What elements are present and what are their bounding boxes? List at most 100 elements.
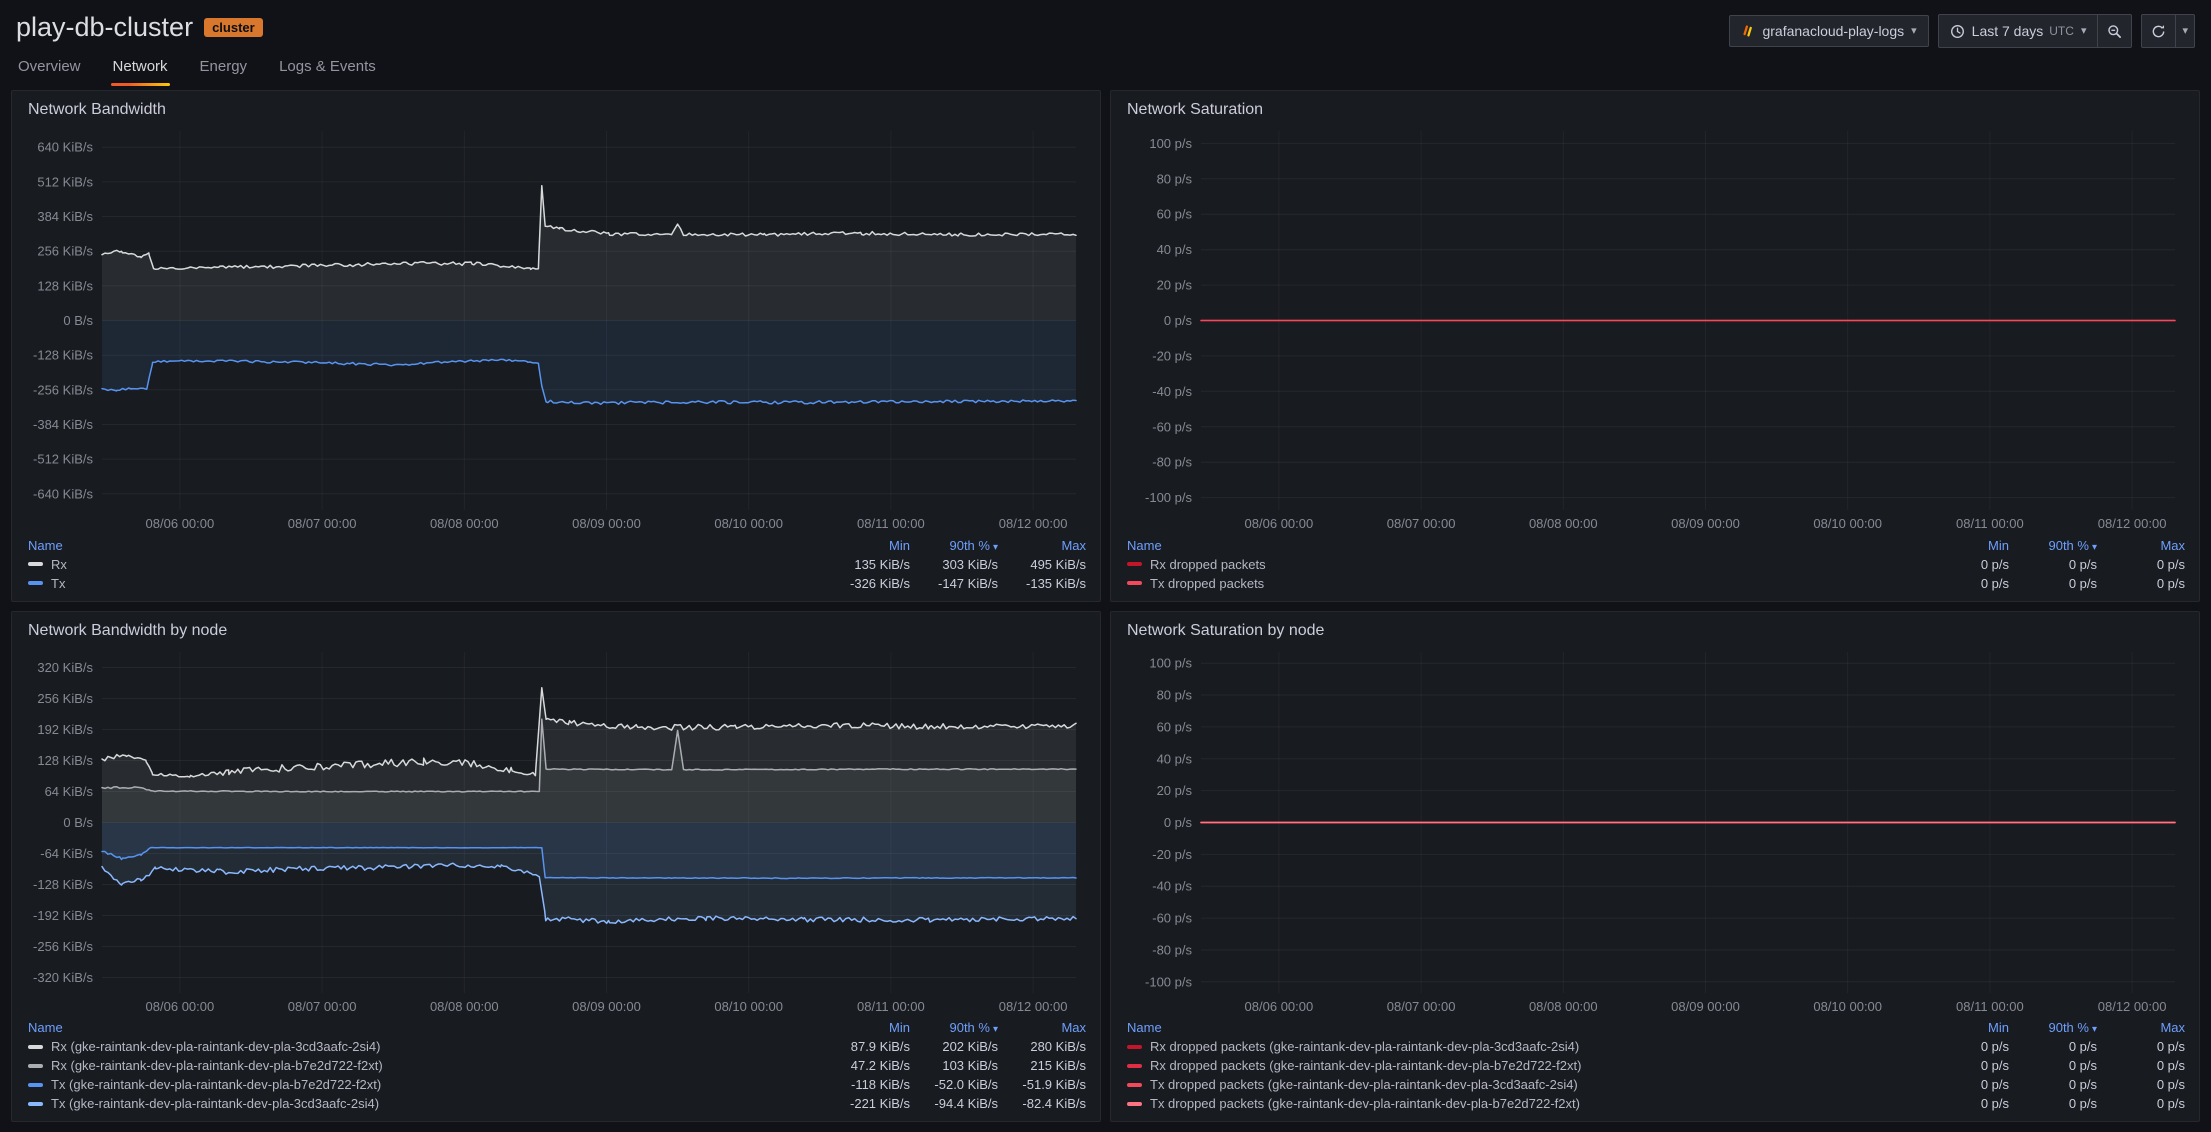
legend-header-col[interactable]: Min (889, 1020, 910, 1035)
legend-series-label[interactable]: Rx (28, 557, 822, 572)
svg-text:128 KiB/s: 128 KiB/s (37, 753, 93, 768)
zoom-out-icon (2107, 24, 2122, 39)
legend-header-col[interactable]: Max (2160, 537, 2185, 553)
chart-canvas[interactable]: 640 KiB/s 512 KiB/s 384 KiB/s 256 KiB/s 128 … (22, 123, 1090, 534)
dashboard-toolbar: grafanacloud-play-logs ▾ Last 7 days UTC… (1729, 14, 2195, 48)
dashboard-tabs: Overview Network Energy Logs & Events (0, 46, 2211, 86)
series-name: Tx (51, 575, 66, 591)
legend-header-col[interactable]: Min (889, 537, 910, 553)
svg-text:-64 KiB/s: -64 KiB/s (40, 846, 93, 861)
series-name: Tx (gke-raintank-dev-pla-raintank-dev-pl… (51, 1096, 380, 1111)
series-name: Rx (51, 556, 67, 572)
legend-header: Name Min 90th % ▾ Max (28, 1018, 1086, 1037)
legend-series-label[interactable]: Tx dropped packets (gke-raintank-dev-pla… (1127, 1077, 1921, 1092)
legend-series-label[interactable]: Tx dropped packets (gke-raintank-dev-pla… (1127, 1096, 1921, 1111)
chart-canvas[interactable]: 320 KiB/s 256 KiB/s 192 KiB/s 128 KiB/s 64 K… (22, 644, 1090, 1017)
legend-header-col[interactable]: 90th % ▾ (2048, 1020, 2097, 1035)
refresh-interval-dropdown[interactable]: ▾ (2175, 15, 2194, 47)
x-axis-labels: 08/06 00:00 08/07 00:00 08/08 00:00 08/09 0… (1245, 516, 2167, 531)
datasource-picker[interactable]: grafanacloud-play-logs ▾ (1729, 15, 1929, 47)
svg-text:-384 KiB/s: -384 KiB/s (33, 417, 93, 432)
chart-canvas[interactable]: 100 p/s 80 p/s 60 p/s 40 p/s 20 p/s 0 p/s -20 … (1121, 644, 2189, 1017)
legend-header-name[interactable]: Name (1127, 537, 1162, 553)
svg-text:08/11 00:00: 08/11 00:00 (857, 999, 925, 1014)
tab-energy[interactable]: Energy (199, 58, 248, 75)
svg-text:0 p/s: 0 p/s (1164, 313, 1193, 328)
chart-canvas[interactable]: 100 p/s 80 p/s 60 p/s 40 p/s 20 p/s 0 p/s -20 … (1121, 123, 2189, 534)
panel-network-saturation-by-node: Network Saturation by node 100 p/s 80 p/s… (1110, 610, 2200, 1122)
svg-text:-40 p/s: -40 p/s (1152, 384, 1192, 399)
legend-row: Tx dropped packets (gke-raintank-dev-pla… (1127, 1075, 2185, 1094)
series-name: Rx (gke-raintank-dev-pla-raintank-dev-pl… (51, 1058, 383, 1073)
legend-header-col[interactable]: 90th % ▾ (949, 1020, 998, 1035)
legend-series-label[interactable]: Tx (gke-raintank-dev-pla-raintank-dev-pl… (28, 1096, 822, 1111)
legend-header-col[interactable]: Max (1061, 1020, 1086, 1035)
legend-row: Rx dropped packets (gke-raintank-dev-pla… (1127, 1056, 2185, 1075)
zoom-out-button[interactable] (2097, 15, 2131, 47)
legend-header-col[interactable]: Max (1061, 537, 1086, 553)
legend-value: -82.4 KiB/s (1022, 1096, 1086, 1111)
legend-header-name[interactable]: Name (1127, 1020, 1162, 1035)
loki-logo-icon (1741, 24, 1755, 38)
svg-text:08/12 00:00: 08/12 00:00 (2098, 999, 2167, 1014)
legend-value: 0 p/s (2068, 1096, 2097, 1111)
svg-text:320 KiB/s: 320 KiB/s (37, 660, 93, 675)
legend-series-label[interactable]: Rx dropped packets (1127, 557, 1921, 572)
time-range-picker[interactable]: Last 7 days UTC ▾ (1939, 15, 2098, 47)
legend-value: 0 p/s (2156, 556, 2185, 572)
legend-header-col[interactable]: 90th % ▾ (2048, 537, 2097, 553)
svg-text:08/12 00:00: 08/12 00:00 (999, 999, 1068, 1014)
tab-logs-events[interactable]: Logs & Events (279, 58, 376, 75)
chart-area[interactable]: 100 p/s 80 p/s 60 p/s 40 p/s 20 p/s 0 p/s -20 … (1121, 644, 2189, 1017)
series-name: Tx (gke-raintank-dev-pla-raintank-dev-pl… (51, 1077, 382, 1092)
series-fill (102, 822, 1076, 879)
legend-series-label[interactable]: Rx (gke-raintank-dev-pla-raintank-dev-pl… (28, 1058, 822, 1073)
legend-row: Rx (gke-raintank-dev-pla-raintank-dev-pl… (28, 1056, 1086, 1075)
svg-text:08/09 00:00: 08/09 00:00 (1671, 516, 1740, 531)
legend-series-label[interactable]: Tx (28, 576, 822, 591)
svg-text:-100 p/s: -100 p/s (1145, 974, 1192, 989)
legend-series-label[interactable]: Tx dropped packets (1127, 576, 1921, 591)
legend-value: 0 p/s (2156, 1077, 2185, 1092)
svg-text:100 p/s: 100 p/s (1149, 655, 1192, 670)
series-fill (102, 185, 1076, 321)
panel-title[interactable]: Network Bandwidth (28, 101, 166, 118)
legend-value: 0 p/s (1980, 1096, 2009, 1111)
svg-text:08/06 00:00: 08/06 00:00 (1245, 999, 1314, 1014)
panel-title[interactable]: Network Bandwidth by node (28, 621, 228, 639)
chart-area[interactable]: 640 KiB/s 512 KiB/s 384 KiB/s 256 KiB/s 128 … (22, 123, 1090, 534)
chart-area[interactable]: 100 p/s 80 p/s 60 p/s 40 p/s 20 p/s 0 p/s -20 … (1121, 123, 2189, 534)
refresh-icon (2151, 24, 2166, 39)
legend-header-col[interactable]: Min (1988, 1020, 2009, 1035)
legend-series-label[interactable]: Tx (gke-raintank-dev-pla-raintank-dev-pl… (28, 1077, 822, 1092)
legend-header-name[interactable]: Name (28, 537, 63, 553)
legend-row: Tx (gke-raintank-dev-pla-raintank-dev-pl… (28, 1094, 1086, 1113)
series-color-swatch (28, 581, 43, 585)
legend-header-col[interactable]: Min (1988, 537, 2009, 553)
svg-text:0 B/s: 0 B/s (63, 313, 93, 328)
legend-header-col[interactable]: 90th % ▾ (949, 537, 998, 553)
panel-title[interactable]: Network Saturation (1127, 101, 1264, 118)
tab-network[interactable]: Network (110, 50, 170, 86)
legend-header-name[interactable]: Name (28, 1020, 63, 1035)
dashboard-header: play-db-cluster cluster grafanacloud-pla… (0, 0, 2211, 48)
legend-value: 0 p/s (2156, 1096, 2185, 1111)
svg-text:08/11 00:00: 08/11 00:00 (1956, 516, 2024, 531)
svg-text:08/08 00:00: 08/08 00:00 (1529, 516, 1598, 531)
legend-series-label[interactable]: Rx (gke-raintank-dev-pla-raintank-dev-pl… (28, 1039, 822, 1054)
legend-series-label[interactable]: Rx dropped packets (gke-raintank-dev-pla… (1127, 1058, 1921, 1073)
legend-value: 0 p/s (1980, 556, 2009, 572)
legend-header-col[interactable]: Max (2160, 1020, 2185, 1035)
svg-text:-128 KiB/s: -128 KiB/s (33, 877, 93, 892)
svg-text:08/09 00:00: 08/09 00:00 (572, 999, 641, 1014)
svg-text:-320 KiB/s: -320 KiB/s (33, 970, 93, 985)
svg-text:-40 p/s: -40 p/s (1152, 878, 1192, 893)
series-fill (102, 320, 1076, 405)
legend-series-label[interactable]: Rx dropped packets (gke-raintank-dev-pla… (1127, 1039, 1921, 1054)
chart-area[interactable]: 320 KiB/s 256 KiB/s 192 KiB/s 128 KiB/s 64 K… (22, 644, 1090, 1017)
refresh-button[interactable] (2142, 15, 2175, 47)
panel-title[interactable]: Network Saturation by node (1127, 621, 1325, 639)
svg-text:-80 p/s: -80 p/s (1152, 942, 1192, 957)
chevron-down-icon: ▾ (2182, 24, 2188, 37)
tab-overview[interactable]: Overview (18, 58, 81, 75)
